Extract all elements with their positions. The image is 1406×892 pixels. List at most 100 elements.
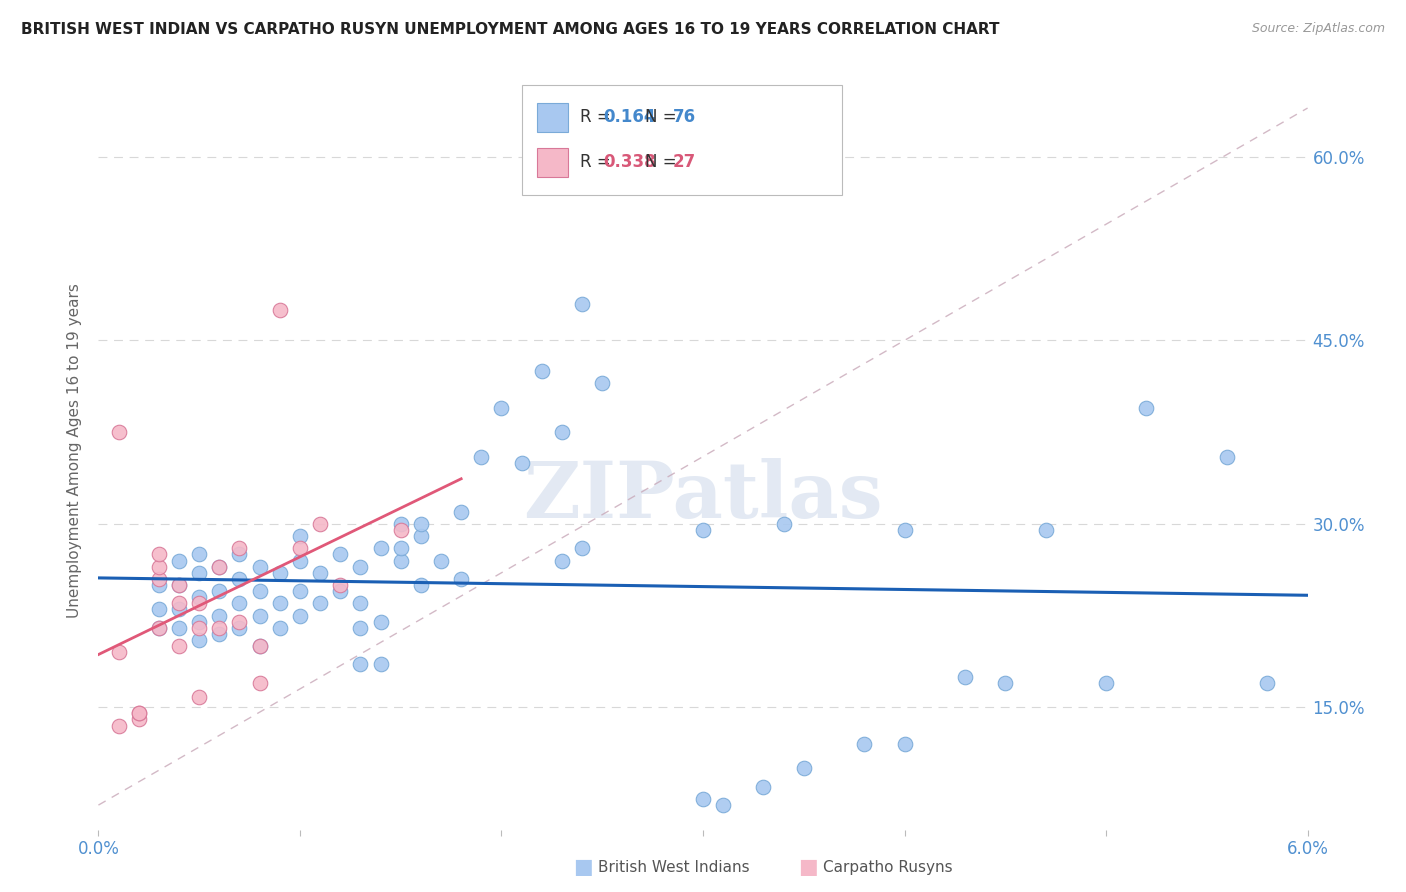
Point <box>329 548 352 562</box>
Point <box>167 596 190 610</box>
Point <box>148 621 170 635</box>
Point <box>167 553 190 567</box>
Point <box>148 602 170 616</box>
Point <box>208 559 231 574</box>
Point <box>249 639 271 653</box>
Point <box>309 596 332 610</box>
Text: Carpatho Rusyns: Carpatho Rusyns <box>823 860 952 874</box>
Point <box>409 529 432 543</box>
Text: N =: N = <box>645 153 682 171</box>
Text: R =: R = <box>581 109 616 127</box>
Point <box>167 621 190 635</box>
Point <box>591 376 613 391</box>
Point <box>551 553 574 567</box>
Point <box>389 553 412 567</box>
Point <box>167 602 190 616</box>
Point <box>953 670 976 684</box>
Text: R =: R = <box>581 153 616 171</box>
Point <box>309 516 332 531</box>
Point <box>349 657 371 672</box>
Point <box>167 578 190 592</box>
Point <box>208 608 231 623</box>
Point <box>188 621 211 635</box>
Point <box>288 541 311 556</box>
Point <box>571 541 593 556</box>
Point <box>329 578 352 592</box>
Point <box>188 548 211 562</box>
Point <box>249 675 271 690</box>
Point <box>228 621 250 635</box>
Text: 27: 27 <box>672 153 696 171</box>
Text: 0.338: 0.338 <box>603 153 655 171</box>
Point <box>167 578 190 592</box>
Point <box>793 761 815 775</box>
Point <box>1135 401 1157 415</box>
Point <box>167 639 190 653</box>
Point <box>1035 523 1057 537</box>
Text: ZIPatlas: ZIPatlas <box>523 458 883 534</box>
Point <box>409 578 432 592</box>
Point <box>148 548 170 562</box>
Point <box>269 302 291 317</box>
Point <box>249 608 271 623</box>
Point <box>1216 450 1239 464</box>
Point <box>571 296 593 310</box>
Point <box>389 516 412 531</box>
Point <box>370 657 392 672</box>
Point <box>551 425 574 439</box>
Point <box>510 456 533 470</box>
Point <box>692 792 714 806</box>
FancyBboxPatch shape <box>537 103 568 132</box>
Point <box>692 523 714 537</box>
Point <box>228 548 250 562</box>
Point <box>208 559 231 574</box>
FancyBboxPatch shape <box>522 85 842 195</box>
Point <box>450 572 472 586</box>
Point <box>772 516 794 531</box>
Point <box>370 615 392 629</box>
Point <box>893 523 915 537</box>
Point <box>288 608 311 623</box>
Point <box>370 541 392 556</box>
Point <box>994 675 1017 690</box>
Point <box>288 553 311 567</box>
Text: N =: N = <box>645 109 682 127</box>
Point <box>329 584 352 599</box>
Point <box>128 706 150 721</box>
Point <box>288 529 311 543</box>
Point <box>389 523 412 537</box>
Point <box>188 615 211 629</box>
Text: ■: ■ <box>799 857 818 877</box>
Point <box>148 559 170 574</box>
Y-axis label: Unemployment Among Ages 16 to 19 years: Unemployment Among Ages 16 to 19 years <box>67 283 83 618</box>
Point <box>1256 675 1278 690</box>
Point <box>711 798 734 813</box>
Point <box>349 621 371 635</box>
Point <box>249 584 271 599</box>
Point <box>470 450 492 464</box>
Point <box>188 566 211 580</box>
Point <box>228 615 250 629</box>
Point <box>409 516 432 531</box>
Point <box>148 621 170 635</box>
Point <box>752 780 775 794</box>
Point <box>491 401 513 415</box>
Point <box>208 584 231 599</box>
Point <box>309 566 332 580</box>
Point <box>853 737 876 751</box>
Text: 0.164: 0.164 <box>603 109 655 127</box>
Point <box>188 690 211 705</box>
Point <box>228 541 250 556</box>
Point <box>349 596 371 610</box>
Point <box>188 596 211 610</box>
Point <box>188 591 211 605</box>
Point <box>208 621 231 635</box>
Point <box>148 572 170 586</box>
Point <box>450 505 472 519</box>
Point <box>430 553 453 567</box>
Point <box>188 633 211 648</box>
Point <box>389 541 412 556</box>
Point <box>269 596 291 610</box>
Text: Source: ZipAtlas.com: Source: ZipAtlas.com <box>1251 22 1385 36</box>
Point <box>893 737 915 751</box>
